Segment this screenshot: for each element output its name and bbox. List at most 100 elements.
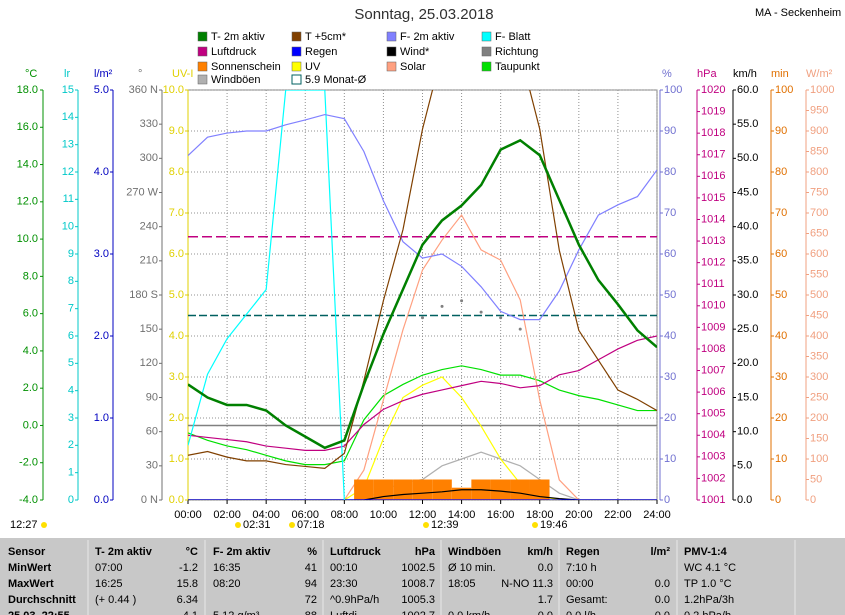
x-tick-label: 16:00	[487, 509, 515, 521]
series-bar	[432, 479, 452, 500]
table-cell: 4.1	[183, 610, 198, 615]
sun-moon-time: 02:31	[243, 519, 271, 531]
y-tick-label: 9.0	[169, 125, 184, 137]
y-tick-label: 0	[664, 494, 670, 506]
x-tick-label: 12:00	[409, 509, 437, 521]
x-tick-label: 00:00	[174, 509, 202, 521]
table-cell: l/m²	[650, 546, 670, 558]
legend-swatch	[197, 74, 208, 85]
series-bar	[393, 479, 413, 500]
table-cell: Luftdi...	[330, 610, 366, 615]
series-line	[188, 376, 657, 500]
series-line	[188, 489, 657, 500]
table-cell: 1008.7	[401, 578, 435, 590]
table-cell: 41	[305, 562, 317, 574]
y-tick-label: 330	[140, 118, 158, 130]
table-cell: 18:05	[448, 578, 476, 590]
y-tick-label: 90	[775, 125, 787, 137]
table-cell: %	[307, 546, 317, 558]
y-tick-label: 90	[146, 391, 158, 403]
legend-label: T +5cm*	[305, 31, 347, 43]
y-tick-label: 9	[68, 248, 74, 260]
series-line	[188, 90, 345, 500]
table-cell: Windböen	[448, 546, 501, 558]
table-cell: 00:10	[330, 562, 358, 574]
y-tick-label: 0.0	[737, 494, 752, 506]
legend-swatch	[386, 61, 397, 72]
y-tick-label: 10.0	[737, 426, 758, 438]
y-tick-label: 1000	[810, 84, 834, 96]
y-tick-label: 550	[810, 268, 828, 280]
y-tick-label: 300	[810, 371, 828, 383]
legend-label: Windböen	[211, 74, 261, 86]
legend-swatch	[386, 46, 397, 57]
y-tick-label: 1007	[701, 364, 725, 376]
y-tick-label: 1018	[701, 127, 725, 139]
axis-title: hPa	[697, 68, 717, 80]
table-background	[0, 538, 845, 615]
y-tick-label: 80	[664, 166, 676, 178]
y-tick-label: 1019	[701, 105, 725, 117]
y-tick-label: 30	[775, 371, 787, 383]
legend-swatch	[291, 61, 302, 72]
table-cell: 1005.3	[401, 594, 435, 606]
y-tick-label: 1014	[701, 213, 725, 225]
table-cell: MinWert	[8, 562, 52, 574]
y-tick-label: 1011	[701, 278, 725, 290]
y-tick-label: 2.0	[94, 330, 109, 342]
table-cell: Luftdruck	[330, 546, 382, 558]
y-tick-label: 2.0	[169, 412, 184, 424]
y-tick-label: 30.0	[737, 289, 758, 301]
y-tick-label: 14	[62, 111, 74, 123]
y-tick-label: 0.0	[94, 494, 109, 506]
legend-swatch	[291, 74, 302, 85]
table-cell: 16:25	[95, 578, 123, 590]
x-tick-label: 20:00	[565, 509, 593, 521]
y-tick-label: 0.0	[23, 419, 38, 431]
chart-title: Sonntag, 25.03.2018	[354, 6, 493, 23]
y-tick-label: 180 S	[129, 289, 158, 301]
y-tick-label: 4.0	[94, 166, 109, 178]
axis-title: %	[662, 68, 672, 80]
sun-moon-icon	[423, 522, 429, 528]
y-tick-label: 40	[775, 330, 787, 342]
axis-title: lr	[64, 68, 70, 80]
series-bar	[490, 479, 511, 500]
sun-moon-time: 12:27	[10, 519, 38, 531]
y-tick-label: 0.0	[169, 494, 184, 506]
y-tick-label: 1016	[701, 170, 725, 182]
y-tick-label: 80	[775, 166, 787, 178]
y-tick-label: 4	[68, 385, 74, 397]
y-tick-label: 1.0	[94, 412, 109, 424]
sun-moon-time: 12:39	[431, 519, 459, 531]
table-cell: 94	[305, 578, 317, 590]
y-tick-label: 20.0	[737, 357, 758, 369]
y-tick-label: -2.0	[19, 457, 38, 469]
y-tick-label: 350	[810, 350, 828, 362]
y-tick-label: 1009	[701, 321, 725, 333]
table-cell: 1.7	[538, 594, 553, 606]
y-tick-label: 8.0	[23, 270, 38, 282]
series-dot	[518, 327, 522, 331]
y-tick-label: 950	[810, 104, 828, 116]
y-tick-label: 450	[810, 309, 828, 321]
y-tick-label: 5.0	[169, 289, 184, 301]
x-tick-label: 22:00	[604, 509, 632, 521]
y-tick-label: 100	[810, 453, 828, 465]
table-cell: Regen	[566, 546, 600, 558]
y-tick-label: 100	[664, 84, 682, 96]
table-cell: ^0.9hPa/h	[330, 594, 379, 606]
table-cell: Durchschnitt	[8, 594, 76, 606]
y-tick-label: 360 N	[129, 84, 158, 96]
series-bar	[373, 479, 394, 500]
axis-title: l/m²	[94, 68, 113, 80]
y-tick-label: 50	[810, 473, 822, 485]
y-tick-label: 240	[140, 221, 158, 233]
y-tick-label: 5.0	[94, 84, 109, 96]
y-tick-label: 900	[810, 125, 828, 137]
table-cell: 88	[305, 610, 317, 615]
y-tick-label: 6.0	[23, 308, 38, 320]
y-tick-label: 3	[68, 412, 74, 424]
series-dot	[440, 304, 444, 308]
series-line	[188, 365, 657, 466]
